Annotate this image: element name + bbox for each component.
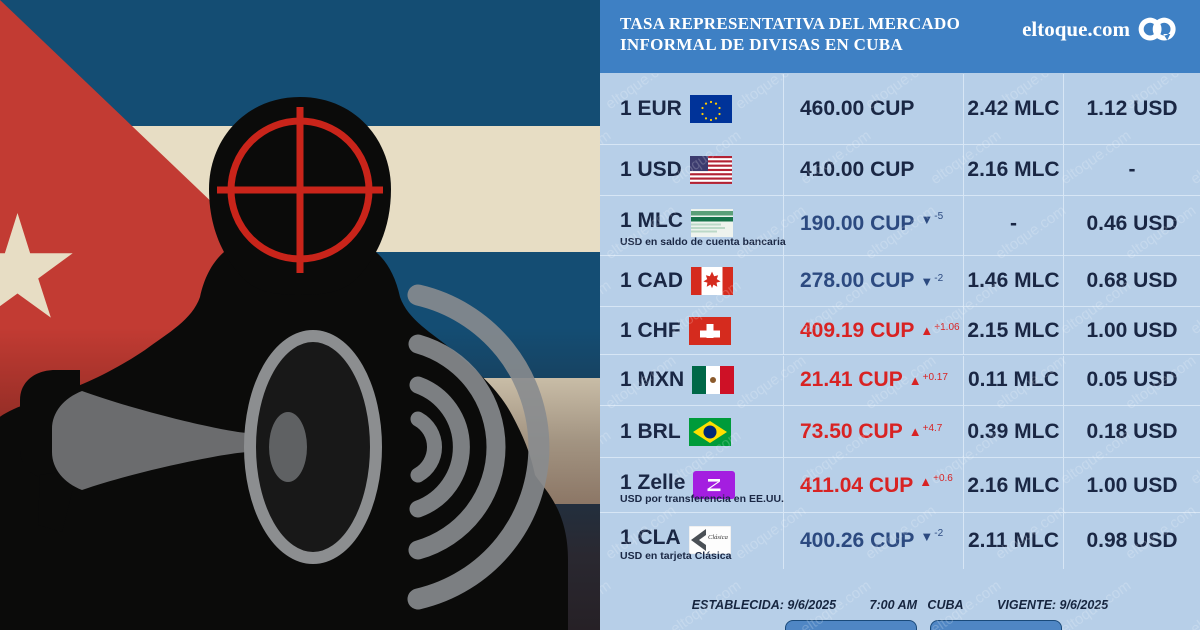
svg-text:Clásica: Clásica bbox=[708, 534, 728, 541]
